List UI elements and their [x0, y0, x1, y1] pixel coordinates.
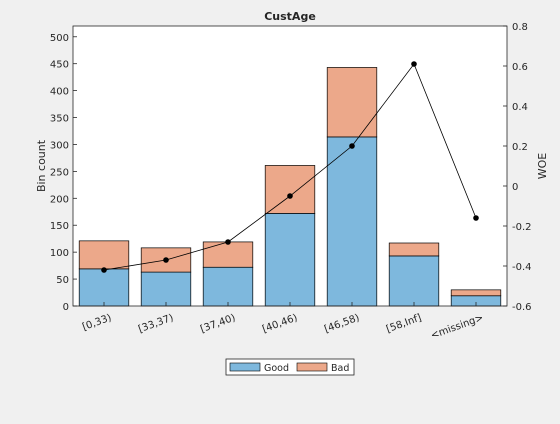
y-axis-label: Bin count — [35, 139, 48, 192]
legend-label-bad: Bad — [331, 363, 349, 374]
right-tick-label: -0.6 — [512, 302, 532, 313]
legend-swatch-bad — [296, 362, 328, 372]
legend-swatch-good — [229, 362, 261, 372]
chart-title: CustAge — [264, 10, 316, 23]
woe-point-2 — [225, 239, 231, 245]
right-tick-label: 0.4 — [512, 102, 528, 113]
bar-good-2 — [202, 266, 254, 307]
bar-bad-0 — [78, 240, 130, 270]
bar-good-1 — [140, 271, 192, 307]
right-tick-label: 0.8 — [512, 22, 528, 33]
left-tick-label: 100 — [50, 248, 69, 259]
right-tick-label: 0.2 — [512, 142, 528, 153]
bar-bad-3 — [264, 165, 316, 214]
left-tick-label: 250 — [50, 167, 69, 178]
legend: Good Bad — [225, 358, 355, 376]
left-tick-label: 300 — [50, 140, 69, 151]
left-tick-label: 350 — [50, 114, 69, 125]
woe-point-5 — [411, 61, 417, 67]
left-tick-label: 0 — [63, 302, 69, 313]
woe-line-layer — [101, 61, 479, 273]
legend-label-good: Good — [264, 363, 289, 374]
woe-point-4 — [349, 143, 355, 149]
right-axis: -0.6 -0.4 -0.2 0 0.2 0.4 0.6 0.8 — [503, 22, 532, 313]
right-tick-label: 0.6 — [512, 62, 528, 73]
left-tick-label: 500 — [50, 33, 69, 44]
bar-good-3 — [264, 213, 316, 307]
right-tick-label: 0 — [512, 182, 518, 193]
left-axis: 0 50 100 150 200 250 300 350 400 450 500 — [50, 33, 77, 313]
right-tick-label: -0.4 — [512, 262, 532, 273]
left-tick-label: 200 — [50, 194, 69, 205]
bar-bad-2 — [202, 241, 254, 268]
bar-bad-4 — [326, 67, 378, 138]
bar-good-4 — [326, 136, 378, 307]
bar-bad-5 — [388, 242, 440, 257]
bar-good-0 — [78, 268, 130, 307]
left-tick-label: 50 — [56, 275, 69, 286]
left-tick-label: 150 — [50, 221, 69, 232]
left-tick-label: 400 — [50, 87, 69, 98]
bar-bad-6 — [450, 289, 502, 297]
woe-point-0 — [101, 267, 107, 273]
y2-axis-label: WOE — [536, 153, 549, 180]
bars-layer — [78, 67, 502, 307]
bar-good-5 — [388, 255, 440, 307]
right-tick-label: -0.2 — [512, 222, 532, 233]
woe-point-6 — [473, 215, 479, 221]
woe-point-3 — [287, 193, 293, 199]
woe-point-1 — [163, 257, 169, 263]
left-tick-label: 450 — [50, 60, 69, 71]
